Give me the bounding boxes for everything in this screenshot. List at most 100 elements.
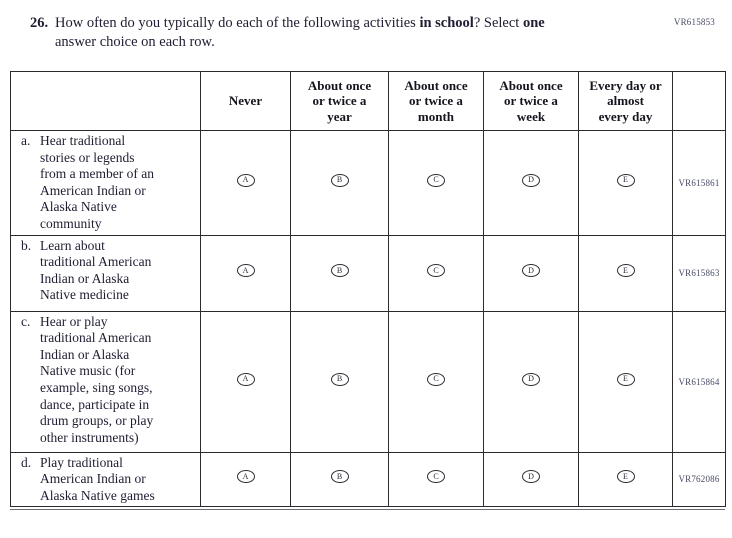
bubble-letter: D (528, 265, 534, 275)
bubble-letter: E (623, 373, 628, 383)
answer-cell: A (200, 130, 291, 236)
row-label: Hear or play traditional American Indian… (40, 313, 154, 445)
bubble-letter: E (623, 471, 628, 481)
answer-cell: E (578, 451, 673, 508)
answer-cell: E (578, 130, 673, 236)
column-header-once-twice-year: About once or twice a year (290, 71, 389, 131)
row-label-cell: d. Play traditional American Indian or A… (10, 451, 201, 508)
answer-cell: B (290, 234, 389, 312)
answer-bubble-year[interactable]: B (330, 173, 349, 187)
code-column-header (672, 71, 726, 131)
answer-bubble-daily[interactable]: E (616, 173, 635, 187)
answer-bubble-never[interactable]: A (236, 470, 255, 484)
bubble-letter: B (336, 175, 343, 185)
answer-bubble-month[interactable]: C (427, 264, 445, 278)
answer-cell: D (483, 310, 579, 453)
answer-cell: A (200, 310, 291, 453)
answer-cell: C (388, 451, 484, 508)
row-label-cell: b. Learn about traditional American Indi… (10, 234, 201, 312)
table-row-d: d. Play traditional American Indian or A… (10, 451, 726, 508)
question-text: How often do you typically do each of th… (55, 14, 655, 52)
answer-bubble-year[interactable]: B (330, 372, 349, 386)
question-number: 26. (30, 15, 49, 31)
answer-bubble-month[interactable]: C (427, 173, 445, 187)
answer-bubble-month[interactable]: C (427, 470, 445, 484)
bubble-letter: C (433, 175, 439, 185)
table-row-c: c. Hear or play traditional American Ind… (10, 310, 726, 453)
answer-bubble-daily[interactable]: E (616, 264, 635, 278)
row-letter: c. (21, 313, 31, 329)
answer-bubble-never[interactable]: A (236, 264, 255, 278)
answer-cell: E (578, 234, 673, 312)
question-line-2: answer choice on each row. (55, 34, 215, 50)
row-code: VR762086 (672, 451, 726, 508)
bubble-letter: E (623, 175, 628, 185)
bubble-letter: E (623, 265, 628, 275)
row-label: Hear traditional stories or legends from… (40, 133, 154, 231)
row-label: Learn about traditional American Indian … (40, 237, 152, 303)
row-letter: d. (21, 454, 32, 470)
question-bold-one: one (522, 15, 545, 31)
table-row-a: a. Hear traditional stories or legends f… (10, 130, 726, 236)
row-letter: a. (21, 133, 31, 148)
question-block: 26. How often do you typically do each o… (30, 14, 732, 52)
answer-bubble-week[interactable]: D (522, 372, 540, 386)
bubble-letter: C (433, 373, 439, 383)
bubble-letter: C (433, 471, 439, 481)
bubble-letter: A (242, 373, 249, 383)
questionnaire-page: VR615853 26. How often do you typically … (0, 14, 732, 538)
row-label-column-header (10, 71, 201, 131)
question-text-part: How often do you typically do each of th… (55, 15, 420, 31)
answer-cell: D (483, 234, 579, 312)
answer-bubble-year[interactable]: B (330, 264, 349, 278)
row-code: VR615863 (672, 234, 726, 312)
answer-cell: A (200, 234, 291, 312)
bubble-letter: D (528, 175, 534, 185)
answer-cell: D (483, 130, 579, 236)
answer-bubble-week[interactable]: D (522, 173, 540, 187)
bubble-letter: C (433, 265, 439, 275)
header-row: Never About once or twice a year About o… (10, 71, 726, 131)
question-bold-in-school: in school (419, 15, 474, 31)
question-text-part: ? Select (473, 15, 523, 31)
row-code: VR615861 (672, 130, 726, 236)
bubble-letter: B (336, 265, 343, 275)
answer-bubble-daily[interactable]: E (616, 470, 635, 484)
bubble-letter: D (528, 471, 534, 481)
answer-bubble-month[interactable]: C (427, 372, 445, 386)
answer-bubble-never[interactable]: A (236, 173, 255, 187)
column-header-every-day: Every day or almost every day (578, 71, 673, 131)
answer-bubble-year[interactable]: B (330, 470, 349, 484)
row-letter: b. (21, 237, 32, 253)
row-code: VR615864 (672, 310, 726, 453)
answer-cell: C (388, 130, 484, 236)
bubble-letter: A (242, 265, 249, 275)
answer-cell: B (290, 310, 389, 453)
row-label-cell: c. Hear or play traditional American Ind… (10, 310, 201, 453)
row-label-cell: a. Hear traditional stories or legends f… (10, 130, 201, 236)
answer-cell: C (388, 234, 484, 312)
frequency-grid: Never About once or twice a year About o… (10, 71, 726, 508)
row-label: Play traditional American Indian or Alas… (40, 454, 155, 503)
answer-bubble-week[interactable]: D (522, 470, 540, 484)
answer-cell: B (290, 130, 389, 236)
answer-bubble-week[interactable]: D (522, 264, 540, 278)
table-row-b: b. Learn about traditional American Indi… (10, 234, 726, 312)
answer-cell: E (578, 310, 673, 453)
bubble-letter: D (528, 373, 534, 383)
answer-cell: A (200, 451, 291, 508)
answer-cell: B (290, 451, 389, 508)
bubble-letter: A (242, 471, 249, 481)
bubble-letter: A (242, 175, 249, 185)
answer-cell: D (483, 451, 579, 508)
bubble-letter: B (336, 471, 343, 481)
table-bottom-rule (10, 509, 725, 511)
column-header-once-twice-month: About once or twice a month (388, 71, 484, 131)
answer-bubble-daily[interactable]: E (616, 372, 635, 386)
answer-cell: C (388, 310, 484, 453)
bubble-letter: B (336, 373, 343, 383)
column-header-once-twice-week: About once or twice a week (483, 71, 579, 131)
column-header-never: Never (200, 71, 291, 131)
question-line-1: How often do you typically do each of th… (55, 14, 655, 33)
answer-bubble-never[interactable]: A (236, 372, 255, 386)
